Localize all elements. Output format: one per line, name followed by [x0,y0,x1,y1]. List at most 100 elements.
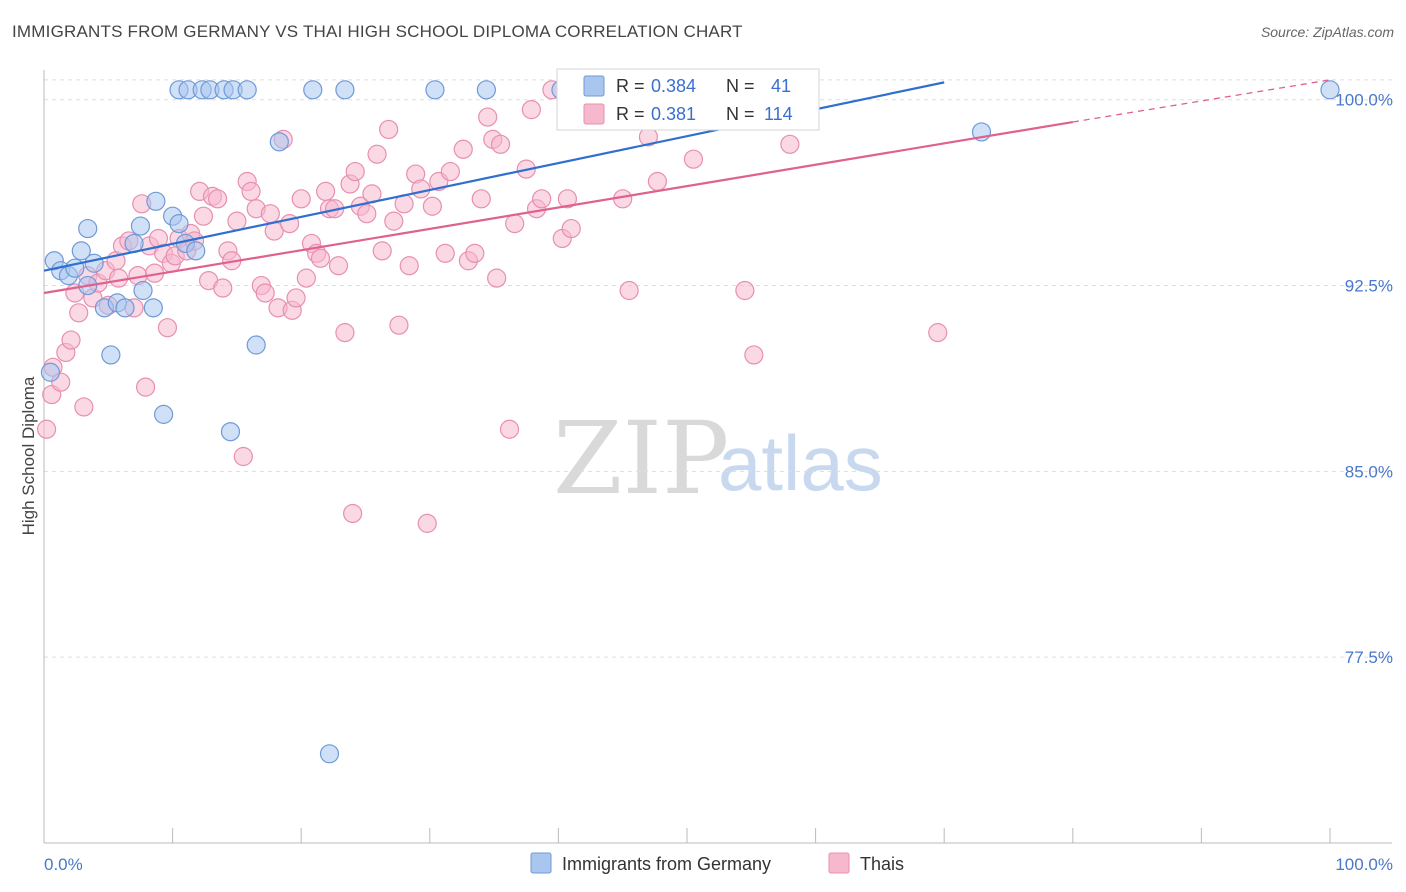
germany-point [84,253,104,273]
thais-point [647,171,668,192]
legend-r-label-germany: R = [616,76,645,96]
y-tick-label: 77.5% [1345,648,1393,667]
legend-r-value-thais: 0.381 [651,104,696,124]
germany-point [153,404,174,424]
y-axis-label: High School Diploma [19,376,38,535]
thais-point [233,446,253,467]
thais-point [465,243,485,263]
thais-point [744,345,764,365]
series-legend-swatch-thais [828,852,850,874]
x-tick-label-min: 0.0% [44,855,83,874]
thais-point [557,189,578,209]
watermark-atlas: atlas [718,419,883,507]
thais-point [260,204,280,224]
series-legend-label-thais: Thais [860,854,904,874]
germany-point [71,241,91,261]
thais-point [316,181,336,202]
thais-point [61,330,81,350]
thais-point [453,139,473,159]
watermark: ZIP atlas [553,400,883,517]
thais-point [384,211,404,231]
thais-point [227,211,247,231]
y-tick-label: 100.0% [1335,91,1393,110]
chart-title: IMMIGRANTS FROM GERMANY VS THAI HIGH SCH… [12,22,743,41]
germany-point [246,335,266,355]
thais-point [521,100,541,120]
thais-point [74,397,94,417]
thais-point [389,315,409,335]
legend-swatch-germany [583,75,605,97]
trend-line-thais [43,120,1073,295]
y-tick-labels: 77.5% 85.0% 92.5% 100.0% [1335,91,1393,667]
thais-point [335,323,355,343]
thais-point [208,189,228,209]
watermark-zip: ZIP [553,400,729,517]
thais-point [411,179,431,199]
thais-point [286,288,306,308]
thais-point [505,214,525,234]
germany-point [130,216,151,236]
thais-point [532,189,552,209]
thais-point [357,204,377,224]
legend-n-value-germany: 41 [771,76,791,96]
gridlines [44,79,1392,658]
thais-point [241,181,261,202]
series-legend-label-germany: Immigrants from Germany [562,854,771,874]
germany-point [335,80,355,100]
germany-point [186,241,206,261]
thais-point [343,503,363,524]
stats-legend: R = 0.384 N = 41 R = 0.381 N = 114 [556,68,820,131]
thais-point [417,513,437,533]
y-tick-label: 92.5% [1345,277,1393,296]
germany-point [101,345,121,365]
germany-point [78,218,98,239]
legend-swatch-thais [583,103,605,125]
germany-point [40,362,61,382]
thais-point [69,303,89,323]
thais-point [328,256,349,276]
thais-point [780,134,800,154]
germany-point [237,80,257,100]
thais-point [399,256,419,276]
thais-point [928,323,948,343]
series-thais-points [36,80,948,533]
thais-point [310,248,331,268]
thais-point [296,268,316,288]
thais-point [367,144,387,164]
thais-point [135,377,156,397]
thais-point [561,218,581,239]
germany-point [169,214,189,234]
germany-point [476,80,496,100]
thais-point [213,278,233,298]
thais-point [683,149,704,169]
trend-line-thais-extrapolated [1072,79,1331,123]
thais-point [291,189,311,209]
thais-point [379,119,399,140]
germany-point [303,80,323,100]
series-legend: Immigrants from Germany Thais [530,852,904,874]
source-credit: Source: ZipAtlas.com [1260,24,1394,40]
thais-point [36,419,57,439]
thais-point [255,283,275,303]
thais-point [735,280,755,301]
thais-point [471,189,491,209]
thais-point [372,241,392,261]
series-germany-points [40,80,1340,764]
thais-point [193,206,214,226]
thais-point [345,161,365,182]
y-tick-label: 85.0% [1345,462,1393,481]
legend-n-label-germany: N = [726,76,755,96]
germany-point [143,298,163,318]
germany-point [425,80,445,100]
thais-point [440,161,460,182]
legend-r-label-thais: R = [616,104,645,124]
legend-r-value-germany: 0.384 [651,76,696,96]
germany-point [115,298,135,318]
thais-point [478,107,498,127]
germany-point [220,422,241,442]
thais-point [422,196,442,216]
germany-point [146,191,166,211]
germany-point [133,280,153,301]
germany-point [319,744,340,764]
